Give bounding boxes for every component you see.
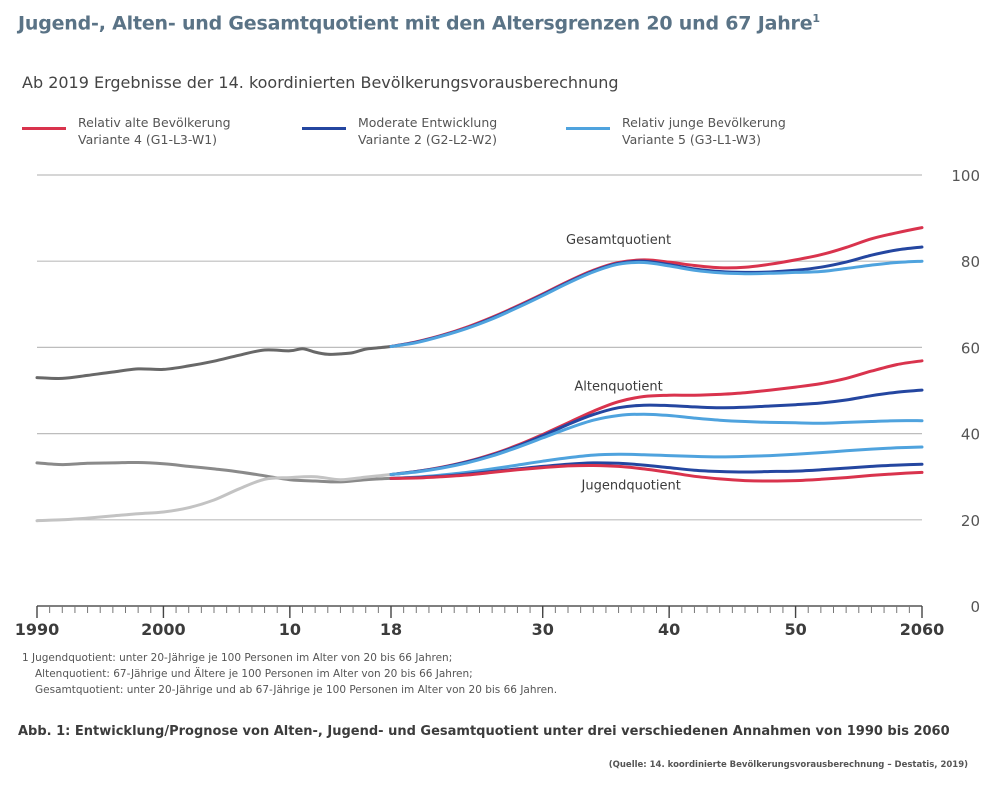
legend-variant: Variante 2 (G2-L2-W2) [358,132,498,147]
chart-subtitle: Ab 2019 Ergebnisse der 14. koordinierten… [22,73,619,92]
x-tick-label: 2000 [141,620,186,639]
projection-series-line [389,359,924,476]
x-tick-label: 50 [784,620,806,639]
footnote-line: Gesamtquotient: unter 20-Jährige und ab … [35,684,558,696]
x-tick-label: 1990 [15,620,60,639]
historical-series-line [35,473,393,523]
projection-series-line [389,463,924,483]
legend-label: Relativ alte Bevölkerung [78,115,231,130]
x-tick-label: 18 [380,620,402,639]
x-tick-label: 10 [279,620,301,639]
figure-caption: Abb. 1: Entwicklung/Prognose von Alten-,… [18,724,950,739]
x-tick-label: 40 [658,620,680,639]
historical-series-line [35,460,393,484]
projection-series-line [389,412,924,476]
legend-label: Moderate Entwicklung [358,115,498,130]
series-annotation: Jugendquotient [581,479,681,494]
chart-title: Jugend-, Alten- und Gesamtquotient mit d… [18,12,820,35]
footnotes: 1 Jugendquotient: unter 20-Jährige je 10… [22,650,557,698]
y-tick-label: 0 [970,598,980,616]
y-tick-label: 60 [961,339,980,357]
legend-variant: Variante 5 (G3-L1-W3) [622,132,762,147]
projection-series-line [389,259,924,348]
legend-swatch [566,127,610,130]
footnote-line: Altenquotient: 67-Jährige und Ältere je … [35,668,473,680]
series-annotation: Gesamtquotient [566,233,671,248]
historical-series-line [35,345,393,380]
legend-swatch [22,127,66,130]
legend-swatch [302,127,346,130]
legend-variant: Variante 4 (G1-L3-W1) [78,132,218,147]
y-tick-label: 40 [961,426,980,444]
footnote-line: 1 Jugendquotient: unter 20-Jährige je 10… [22,652,453,664]
projection-series-line [389,445,924,480]
y-tick-label: 80 [961,253,980,271]
y-tick-label: 20 [961,512,980,530]
series-annotation: Altenquotient [574,380,662,395]
projection-series-line [389,245,924,348]
line-chart: 0 20 40 60 80 100 1990 2000 10 18 30 40 50 2060 Gesamt… [15,167,980,639]
y-tick-label: 100 [951,167,980,185]
legend-label: Relativ junge Bevölkerung [622,115,786,130]
x-tick-label: 30 [532,620,554,639]
source-note: (Quelle: 14. koordinierte Bevölkerungsvo… [608,760,968,770]
x-tick-label: 2060 [900,620,945,639]
